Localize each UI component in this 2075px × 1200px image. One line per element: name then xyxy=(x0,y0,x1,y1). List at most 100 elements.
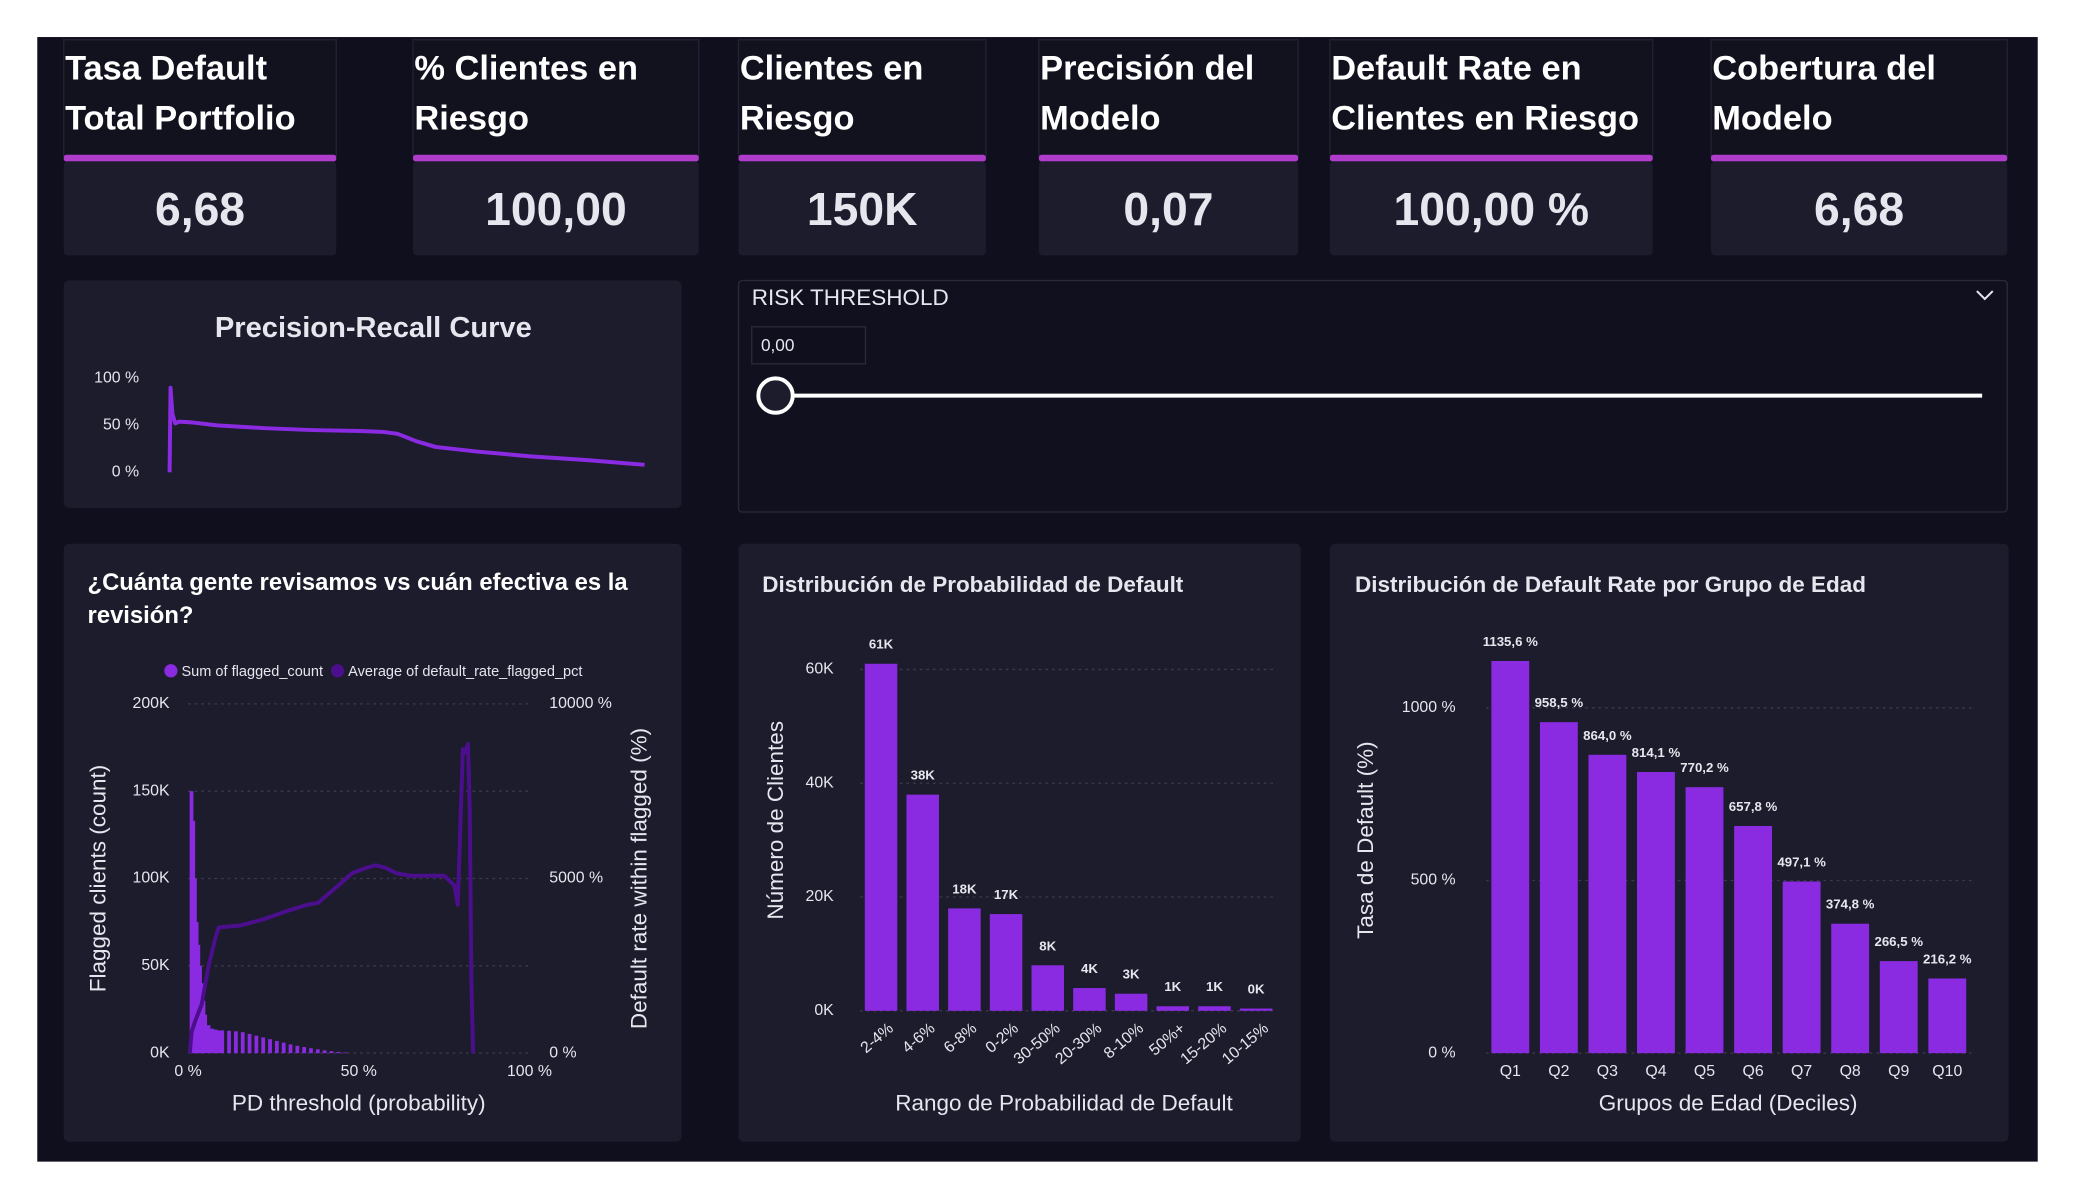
legend-label: Sum of flagged_count xyxy=(181,664,323,680)
x-tick-label: Q3 xyxy=(1597,1063,1618,1080)
chart-title: Precision-Recall Curve xyxy=(215,312,532,344)
kpi-value: 6,68 xyxy=(1814,183,1904,235)
kpi-title: Tasa Default Total Portfolio xyxy=(65,47,296,138)
pr-panel xyxy=(63,280,682,509)
kpi-title: Default Rate en Clientes en Riesgo xyxy=(1331,47,1639,138)
data-label: 0K xyxy=(1248,982,1265,997)
data-label: 770,2 % xyxy=(1680,760,1729,775)
kpi-body xyxy=(1710,161,2008,256)
slicer-input[interactable] xyxy=(751,326,867,365)
kpi-header xyxy=(1710,39,2008,157)
bar xyxy=(1491,661,1530,1054)
x-tick-label: Q2 xyxy=(1548,1063,1569,1080)
bar xyxy=(227,1030,231,1054)
combo-panel xyxy=(63,543,682,1142)
x-tick-label: Q7 xyxy=(1791,1063,1812,1080)
y-tick-label: 5000 % xyxy=(549,870,603,887)
kpi-accent xyxy=(1710,154,2008,162)
bar xyxy=(247,1033,252,1054)
x-tick-label: 0 % xyxy=(174,1063,201,1080)
bar xyxy=(1198,1006,1231,1011)
kpi-title-box: Cobertura del Modelo xyxy=(1712,48,1936,138)
y-tick-label: 0 % xyxy=(549,1044,576,1061)
x-tick-label: Q1 xyxy=(1500,1063,1521,1080)
bar xyxy=(1073,988,1106,1011)
y-tick-label: 500 % xyxy=(1411,872,1456,889)
kpi-header xyxy=(1329,39,1654,157)
kpi-title: Clientes en Riesgo xyxy=(739,47,924,138)
data-label: 1K xyxy=(1164,979,1181,994)
kpi-accent xyxy=(63,154,337,162)
kpi-title: % Clientes en Riesgo xyxy=(414,47,639,138)
data-label: 497,1 % xyxy=(1777,854,1826,869)
chart-title-box: ¿Cuánta gente revisamos vs cuán efectiva… xyxy=(87,568,628,629)
y-tick-label: 1000 % xyxy=(1402,699,1456,716)
kpi-header xyxy=(412,39,700,157)
chart-title: Distribución de Probabilidad de Default xyxy=(762,572,1184,597)
bar xyxy=(1588,754,1627,1054)
data-label: 38K xyxy=(911,768,936,783)
bar xyxy=(1637,772,1675,1054)
bar xyxy=(210,1028,214,1054)
kpi-title-box: % Clientes en Riesgo xyxy=(414,47,639,138)
rate-line xyxy=(187,742,476,1054)
data-label: 374,8 % xyxy=(1826,897,1875,912)
bar xyxy=(1031,965,1065,1011)
chart-title: ¿Cuánta gente revisamos vs cuán efectiva… xyxy=(87,568,628,629)
bar xyxy=(1831,923,1870,1054)
bar xyxy=(1879,961,1918,1054)
bar xyxy=(288,1044,293,1054)
bar xyxy=(254,1035,259,1054)
data-label: 1K xyxy=(1206,979,1223,994)
kpi-body xyxy=(413,161,699,256)
kpi-title-box: Tasa Default Total Portfolio xyxy=(65,47,296,138)
kpi-value: 100,00 xyxy=(485,183,627,235)
x-tick-label: Q8 xyxy=(1840,1063,1861,1080)
bar xyxy=(1239,1008,1273,1011)
data-label: 864,0 % xyxy=(1583,728,1632,743)
slider-handle[interactable] xyxy=(756,376,795,415)
y-tick-label: 10000 % xyxy=(549,695,612,712)
pr-line xyxy=(167,385,645,473)
y-tick-label: 50 % xyxy=(103,417,139,434)
x-tick-label: Q10 xyxy=(1932,1063,1962,1080)
y-tick-label: 60K xyxy=(806,661,835,678)
x-tick-label: Q4 xyxy=(1645,1063,1666,1080)
kpi-body xyxy=(1038,161,1299,256)
kpi-value: 0,07 xyxy=(1123,183,1213,235)
kpi-body xyxy=(63,161,337,256)
y-tick-label: 100 % xyxy=(94,370,139,387)
kpi-body xyxy=(738,161,986,256)
kpi-value: 150K xyxy=(807,183,918,235)
y-tick-label: 150K xyxy=(133,782,170,799)
bar xyxy=(1734,825,1773,1054)
bar xyxy=(906,794,939,1011)
bar xyxy=(1539,722,1578,1054)
data-label: 61K xyxy=(869,637,894,652)
bar xyxy=(1156,1006,1190,1011)
y-tick-label: 0 % xyxy=(112,464,139,481)
x-tick-label: Q5 xyxy=(1694,1063,1715,1080)
bar xyxy=(302,1047,307,1054)
data-label: 4K xyxy=(1081,961,1098,976)
legend-swatch xyxy=(164,664,178,678)
bar xyxy=(1782,881,1821,1054)
slicer-value[interactable]: 0,00 xyxy=(761,335,794,355)
bar xyxy=(234,1031,238,1054)
y-tick-label: 20K xyxy=(806,888,835,905)
kpi-accent xyxy=(1329,154,1653,162)
data-label: 8K xyxy=(1039,938,1056,953)
bar xyxy=(295,1045,300,1054)
bar xyxy=(213,1029,218,1054)
kpi-title-box: Precisión del Modelo xyxy=(1040,48,1254,138)
y2-axis-title: Default rate within flagged (%) xyxy=(627,728,652,1029)
bar xyxy=(1685,787,1724,1054)
slicer-chevron[interactable] xyxy=(1976,290,1994,301)
bar xyxy=(309,1048,313,1054)
data-label: 958,5 % xyxy=(1535,695,1584,710)
bar xyxy=(261,1037,266,1054)
kpi-value: 100,00 % xyxy=(1393,183,1589,235)
bar xyxy=(1928,978,1967,1054)
bar xyxy=(948,908,981,1011)
